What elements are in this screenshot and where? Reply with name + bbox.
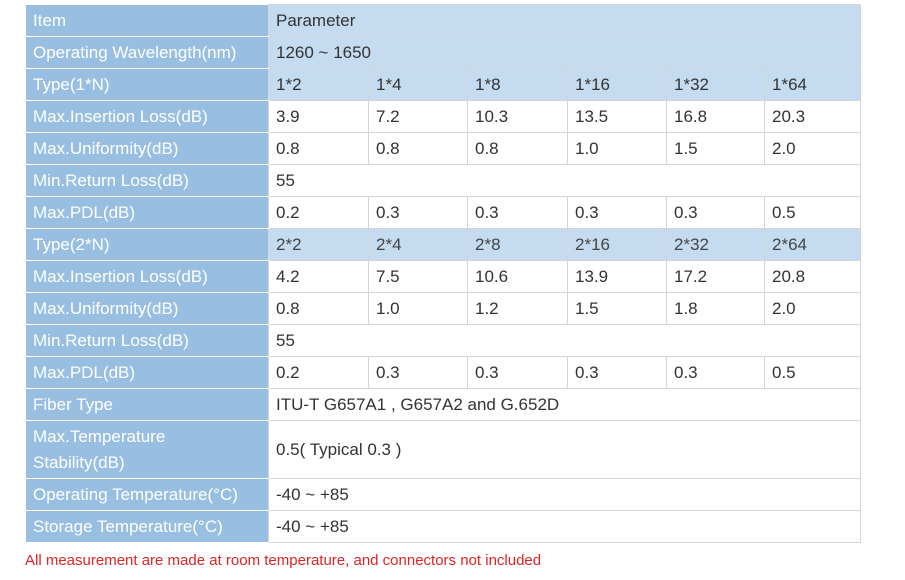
row-label: Type(1*N) bbox=[25, 68, 269, 101]
value-cell: 17.2 bbox=[666, 260, 765, 293]
value-cell: 10.6 bbox=[467, 260, 568, 293]
value-cell: 4.2 bbox=[268, 260, 369, 293]
uniformity-row: Max.Uniformity(dB) 0.8 0.8 0.8 1.0 1.5 2… bbox=[25, 132, 862, 165]
value-cell: 0.8 bbox=[368, 132, 468, 165]
value-cell: 0.2 bbox=[268, 356, 369, 389]
row-label: Max.Uniformity(dB) bbox=[25, 292, 269, 325]
value-cell: 0.5 bbox=[763, 356, 862, 389]
type-cell: 2*2 bbox=[268, 228, 369, 261]
header-row: Item Parameter bbox=[25, 4, 862, 37]
row-label: Storage Temperature(°C) bbox=[25, 510, 269, 543]
type-cell: 2*64 bbox=[763, 228, 862, 261]
value-cell: 0.3 bbox=[467, 196, 568, 229]
row-label: Max.Uniformity(dB) bbox=[25, 132, 269, 165]
value-cell: 55 bbox=[267, 324, 862, 357]
return-loss-row: Min.Return Loss(dB) 55 bbox=[25, 164, 862, 197]
value-cell: 0.8 bbox=[268, 132, 369, 165]
type-cell: 1*64 bbox=[763, 68, 862, 101]
row-label: Max.Temperature Stability(dB) bbox=[25, 420, 269, 479]
type-1xn-row: Type(1*N) 1*2 1*4 1*8 1*16 1*32 1*64 bbox=[25, 68, 862, 101]
wavelength-row: Operating Wavelength(nm) 1260 ~ 1650 bbox=[25, 36, 862, 69]
row-label: Item bbox=[25, 4, 269, 37]
value-cell: 16.8 bbox=[666, 100, 765, 133]
value-cell: 0.3 bbox=[467, 356, 568, 389]
type-cell: 1*2 bbox=[268, 68, 369, 101]
value-cell: 7.2 bbox=[368, 100, 468, 133]
value-cell: 7.5 bbox=[368, 260, 468, 293]
value-cell: 0.3 bbox=[666, 196, 765, 229]
measurement-note: All measurement are made at room tempera… bbox=[25, 552, 542, 569]
row-value: Parameter bbox=[267, 4, 862, 37]
value-cell: -40 ~ +85 bbox=[267, 478, 862, 511]
row-label: Min.Return Loss(dB) bbox=[25, 324, 269, 357]
row-label: Operating Wavelength(nm) bbox=[25, 36, 269, 69]
uniformity-row: Max.Uniformity(dB) 0.8 1.0 1.2 1.5 1.8 2… bbox=[25, 292, 862, 325]
value-cell: 2.0 bbox=[763, 292, 862, 325]
value-cell: 1.8 bbox=[666, 292, 765, 325]
row-label: Operating Temperature(°C) bbox=[25, 478, 269, 511]
value-cell: -40 ~ +85 bbox=[267, 510, 862, 543]
row-label: Max.Insertion Loss(dB) bbox=[25, 260, 269, 293]
value-cell: 0.8 bbox=[268, 292, 369, 325]
value-cell: 0.3 bbox=[666, 356, 765, 389]
value-cell: 0.2 bbox=[268, 196, 369, 229]
value-cell: 20.3 bbox=[763, 100, 862, 133]
type-cell: 1*4 bbox=[368, 68, 468, 101]
value-cell: 0.8 bbox=[467, 132, 568, 165]
value-cell: 2.0 bbox=[763, 132, 862, 165]
type-2xn-row: Type(2*N) 2*2 2*4 2*8 2*16 2*32 2*64 bbox=[25, 228, 862, 261]
value-cell: 1.5 bbox=[666, 132, 765, 165]
pdl-row: Max.PDL(dB) 0.2 0.3 0.3 0.3 0.3 0.5 bbox=[25, 356, 862, 389]
storage-temperature-row: Storage Temperature(°C) -40 ~ +85 bbox=[25, 510, 862, 543]
insertion-loss-row: Max.Insertion Loss(dB) 4.2 7.5 10.6 13.9… bbox=[25, 260, 862, 293]
value-cell: 10.3 bbox=[467, 100, 568, 133]
value-cell: 0.3 bbox=[368, 356, 468, 389]
row-label: Max.Insertion Loss(dB) bbox=[25, 100, 269, 133]
type-cell: 1*32 bbox=[666, 68, 765, 101]
insertion-loss-row: Max.Insertion Loss(dB) 3.9 7.2 10.3 13.5… bbox=[25, 100, 862, 133]
row-label: Fiber Type bbox=[25, 388, 269, 421]
return-loss-row: Min.Return Loss(dB) 55 bbox=[25, 324, 862, 357]
type-cell: 2*16 bbox=[567, 228, 667, 261]
type-cell: 1*16 bbox=[567, 68, 667, 101]
temperature-stability-row: Max.Temperature Stability(dB) 0.5( Typic… bbox=[25, 420, 862, 479]
row-label: Type(2*N) bbox=[25, 228, 269, 261]
row-label: Min.Return Loss(dB) bbox=[25, 164, 269, 197]
spec-table: Item Parameter Operating Wavelength(nm) … bbox=[25, 4, 862, 543]
value-cell: 0.5 bbox=[763, 196, 862, 229]
type-cell: 2*4 bbox=[368, 228, 468, 261]
type-cell: 1*8 bbox=[467, 68, 568, 101]
value-cell: 0.3 bbox=[567, 356, 667, 389]
row-value: 1260 ~ 1650 bbox=[267, 36, 862, 69]
value-cell: 55 bbox=[267, 164, 862, 197]
type-cell: 2*32 bbox=[666, 228, 765, 261]
pdl-row: Max.PDL(dB) 0.2 0.3 0.3 0.3 0.3 0.5 bbox=[25, 196, 862, 229]
value-cell: ITU-T G657A1 , G657A2 and G.652D bbox=[267, 388, 862, 421]
operating-temperature-row: Operating Temperature(°C) -40 ~ +85 bbox=[25, 478, 862, 511]
fiber-type-row: Fiber Type ITU-T G657A1 , G657A2 and G.6… bbox=[25, 388, 862, 421]
value-cell: 0.5( Typical 0.3 ) bbox=[267, 420, 862, 479]
value-cell: 20.8 bbox=[763, 260, 862, 293]
value-cell: 1.0 bbox=[567, 132, 667, 165]
value-cell: 13.9 bbox=[567, 260, 667, 293]
value-cell: 0.3 bbox=[567, 196, 667, 229]
type-cell: 2*8 bbox=[467, 228, 568, 261]
row-label: Max.PDL(dB) bbox=[25, 196, 269, 229]
value-cell: 1.5 bbox=[567, 292, 667, 325]
value-cell: 0.3 bbox=[368, 196, 468, 229]
value-cell: 13.5 bbox=[567, 100, 667, 133]
value-cell: 1.0 bbox=[368, 292, 468, 325]
value-cell: 1.2 bbox=[467, 292, 568, 325]
row-label: Max.PDL(dB) bbox=[25, 356, 269, 389]
value-cell: 3.9 bbox=[268, 100, 369, 133]
